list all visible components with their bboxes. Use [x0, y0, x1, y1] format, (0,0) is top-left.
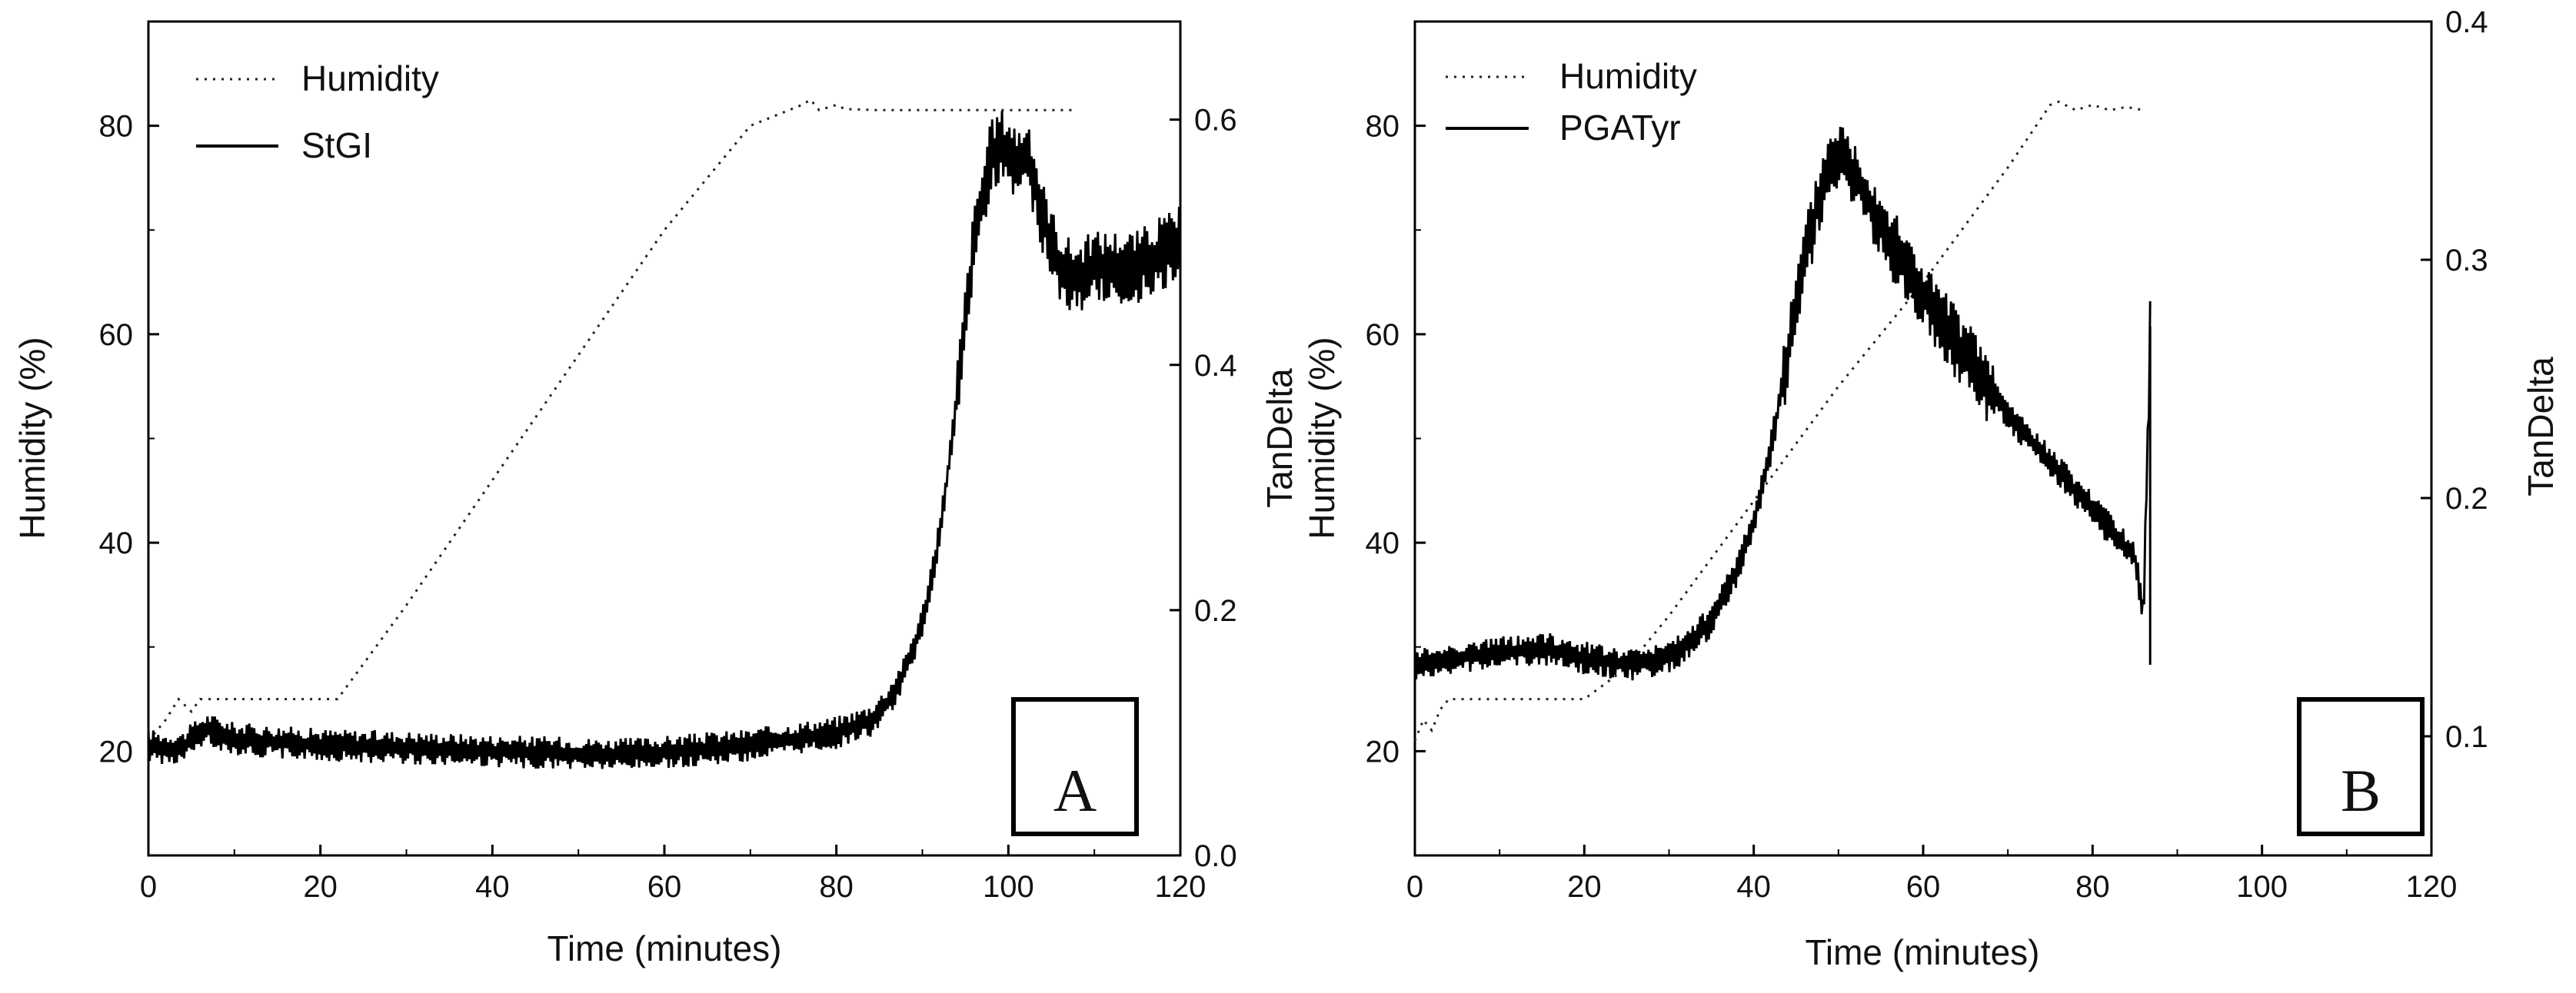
x-tick-label: 20 — [1567, 870, 1602, 904]
y-axis-title: Humidity (%) — [12, 337, 52, 539]
x-axis-title: Time (minutes) — [547, 928, 782, 968]
tandelta-series — [147, 111, 1182, 769]
chart-panel-a: 0 20 40 60 80 100 120 20 40 60 80 0.0 0.2 0.4 0.6 Humi… — [12, 20, 1300, 968]
legend: Humidity StGI — [196, 58, 439, 165]
tick-layer: 0 20 40 60 80 100 120 20 40 60 80 0.0 0.2 0.4 0.6 — [99, 104, 1237, 904]
chart-panel-b: 0 20 40 60 80 100 120 20 40 60 80 0.1 0.2 0.3 0.4 Humi… — [1302, 5, 2561, 972]
x-tick-label: 0 — [1406, 870, 1423, 904]
x-tick-label: 0 — [140, 870, 157, 904]
legend-series-label: StGI — [301, 125, 372, 165]
y-tick-label: 80 — [1366, 110, 1400, 144]
y2-tick-label: 0.0 — [1194, 839, 1237, 873]
panel-letter: B — [2341, 757, 2381, 824]
humidity-series — [147, 98, 1077, 742]
y2-tick-label: 0.2 — [1194, 594, 1237, 628]
x-tick-label: 40 — [1736, 870, 1771, 904]
y-tick-label: 20 — [1366, 735, 1400, 769]
y2-tick-label: 0.2 — [2445, 482, 2488, 516]
y2-tick-label: 0.4 — [1194, 349, 1237, 383]
x-tick-label: 20 — [303, 870, 338, 904]
y-tick-label: 60 — [99, 318, 134, 352]
tick-layer: 0 20 40 60 80 100 120 20 40 60 80 0.1 0.2 0.3 0.4 — [1366, 5, 2488, 904]
y2-tick-label: 0.4 — [2445, 5, 2488, 39]
y2-axis-title: TanDelta — [2521, 357, 2561, 496]
legend-humidity-label: Humidity — [301, 58, 439, 98]
y-axis-title: Humidity (%) — [1302, 337, 1342, 539]
x-tick-label: 40 — [475, 870, 510, 904]
y-tick-label: 60 — [1366, 318, 1400, 352]
y2-tick-label: 0.6 — [1194, 104, 1237, 138]
panel-letter-box — [1011, 697, 1139, 836]
panel-letter: A — [1053, 757, 1097, 824]
x-tick-label: 60 — [647, 870, 682, 904]
y-tick-label: 40 — [99, 526, 134, 560]
y-tick-label: 20 — [99, 735, 134, 769]
x-tick-label: 120 — [2406, 870, 2458, 904]
y2-tick-label: 0.3 — [2445, 244, 2488, 277]
x-tick-label: 100 — [2236, 870, 2288, 904]
panel-letter-box — [2297, 697, 2425, 836]
x-tick-label: 80 — [2075, 870, 2110, 904]
y-tick-label: 80 — [99, 110, 134, 144]
legend-series-label: PGATyr — [1559, 108, 1681, 148]
legend: Humidity PGATyr — [1446, 56, 1697, 148]
x-tick-label: 100 — [983, 870, 1034, 904]
x-axis-title: Time (minutes) — [1806, 932, 2040, 972]
tandelta-series — [1413, 126, 2152, 681]
legend-humidity-label: Humidity — [1559, 56, 1697, 96]
y2-axis-title: TanDelta — [1260, 368, 1300, 508]
x-tick-label: 60 — [1906, 870, 1941, 904]
y-tick-label: 40 — [1366, 526, 1400, 560]
x-tick-label: 80 — [819, 870, 854, 904]
x-tick-label: 120 — [1155, 870, 1206, 904]
y2-tick-label: 0.1 — [2445, 720, 2488, 754]
